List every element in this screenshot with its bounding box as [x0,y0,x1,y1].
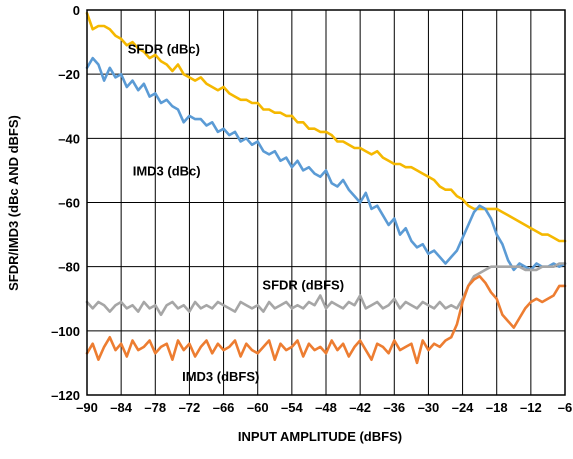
y-tick-label: 0 [73,3,80,18]
x-axis-title: INPUT AMPLITUDE (dBFS) [238,429,402,444]
x-tick-label: –30 [418,400,440,415]
annotations: SFDR (dBc) IMD3 (dBc) SFDR (dBFS) IMD3 (dBF… [128,42,344,384]
y-tick-label: –100 [51,324,80,339]
x-tick-label: –24 [452,400,474,415]
x-tick-label: –36 [383,400,405,415]
series-lines [85,11,567,365]
x-tick-label: –18 [486,400,508,415]
y-axis-title: SFDR/IMD3 (dBc AND dBFS) [6,115,21,291]
y-tick-label: –80 [58,260,80,275]
series-line [85,262,567,317]
series-annotation: IMD3 (dBc) [133,163,201,178]
series-annotation: SFDR (dBFS) [262,277,344,292]
plot-frame [86,9,566,396]
grid [86,9,566,396]
x-tick-label: –42 [349,400,371,415]
series-line [85,274,567,365]
y-axis-ticks: 0 –20 –40 –60 –80 –100 –120 [51,3,80,403]
x-tick-label: –54 [281,400,303,415]
x-tick-label: –84 [110,400,132,415]
x-tick-label: –78 [144,400,166,415]
y-tick-label: –40 [58,131,80,146]
y-tick-label: –60 [58,196,80,211]
series-annotation: IMD3 (dBFS) [182,369,259,384]
x-tick-label: –48 [315,400,337,415]
x-tick-label: –60 [247,400,269,415]
series-line [85,56,567,272]
x-tick-label: –12 [520,400,542,415]
x-axis-ticks: –90 –84 –78 –72 –66 –60 –54 –48 –42 –36 –30 –24 –18–… [76,400,572,415]
y-tick-label: –120 [51,388,80,403]
y-tick-label: –20 [58,67,80,82]
x-tick-label: –90 [76,400,98,415]
x-tick-label: –6 [558,400,572,415]
x-tick-label: –66 [213,400,235,415]
plot-border [86,9,566,396]
series-annotation: SFDR (dBc) [128,42,200,57]
x-tick-label: –72 [179,400,201,415]
